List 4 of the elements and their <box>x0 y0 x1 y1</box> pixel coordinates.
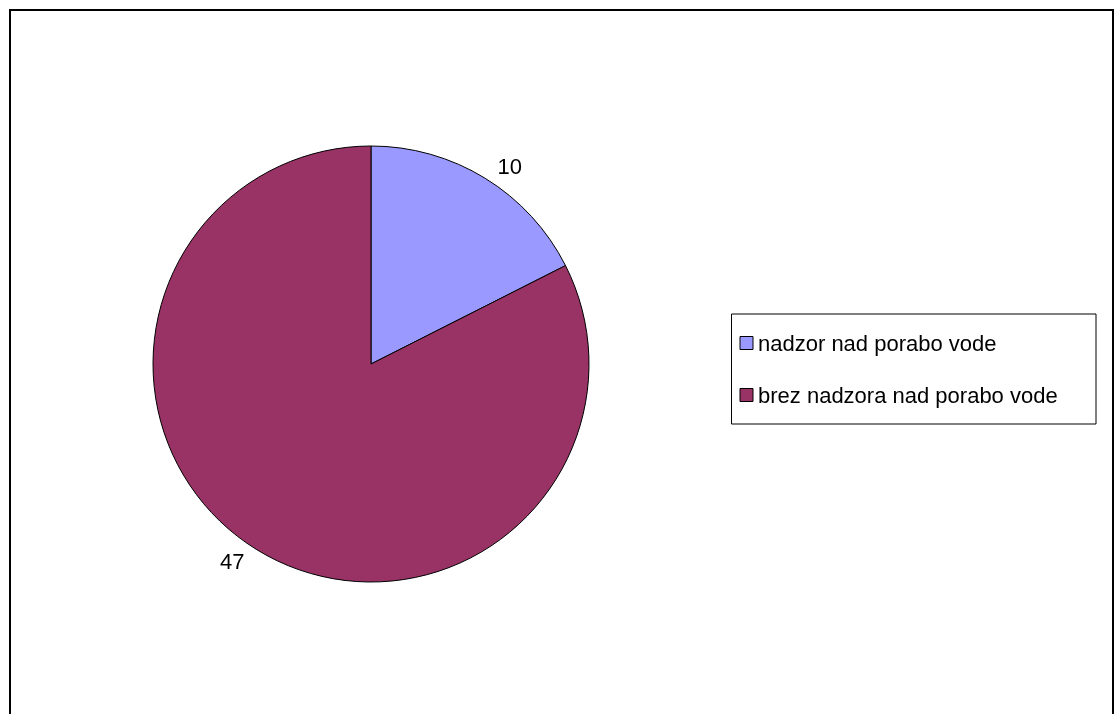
legend-label: nadzor nad porabo vode <box>758 330 997 356</box>
data-label: 10 <box>497 153 522 179</box>
data-label: 47 <box>220 549 245 575</box>
legend-label: brez nadzora nad porabo vode <box>758 382 1058 408</box>
